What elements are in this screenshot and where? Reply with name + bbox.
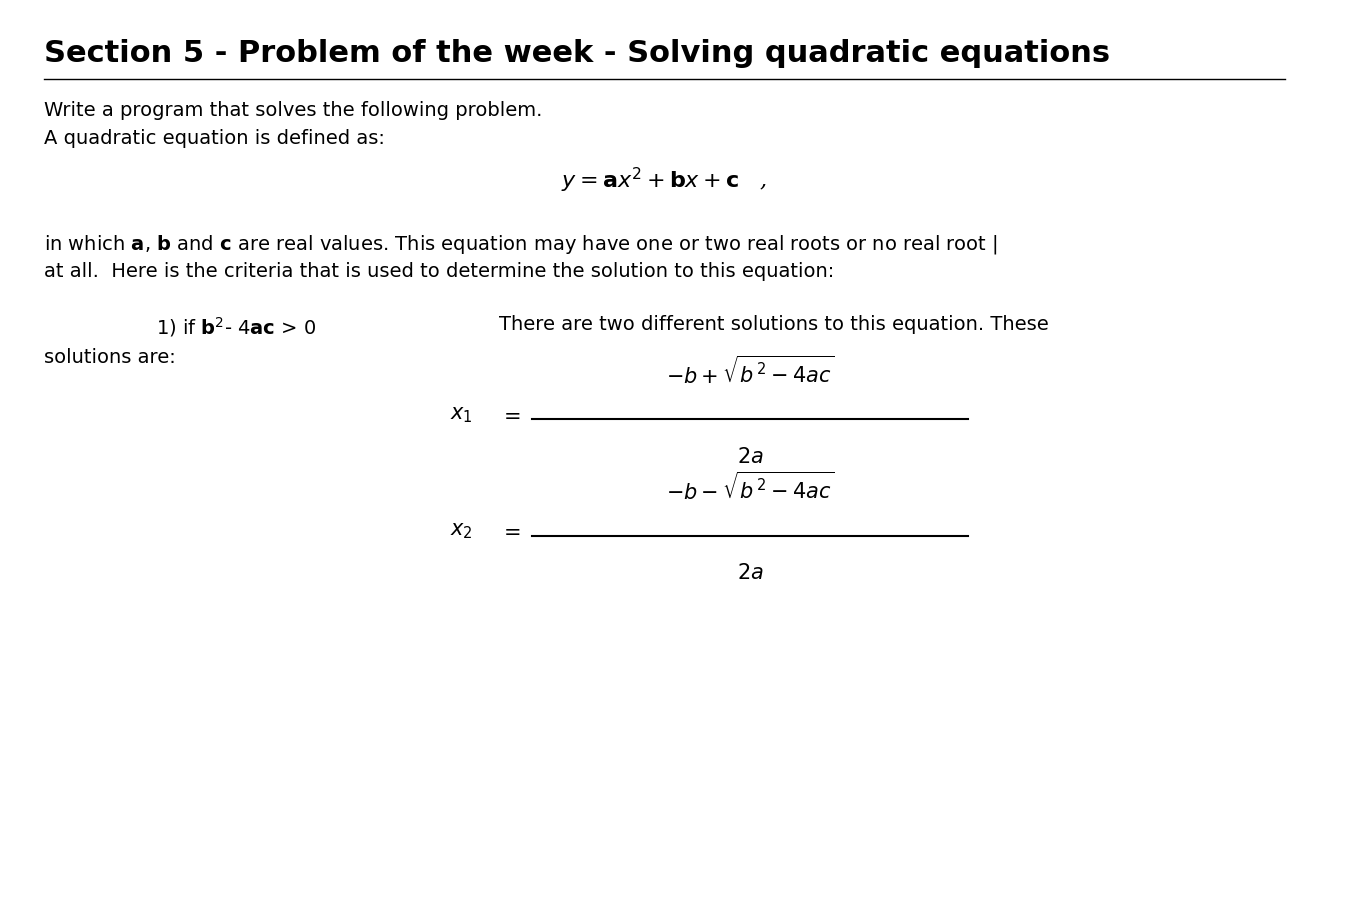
Text: at all.  Here is the criteria that is used to determine the solution to this equ: at all. Here is the criteria that is use… [44,262,834,282]
Text: $2a$: $2a$ [737,447,763,467]
Text: There are two different solutions to this equation. These: There are two different solutions to thi… [499,315,1048,334]
Text: $=$: $=$ [499,521,521,541]
Text: in which $\mathbf{a}$, $\mathbf{b}$ and $\mathbf{c}$ are real values. This equat: in which $\mathbf{a}$, $\mathbf{b}$ and … [44,233,998,256]
Text: 1) if $\mathbf{b}^2$- 4$\mathbf{ac}$ > 0: 1) if $\mathbf{b}^2$- 4$\mathbf{ac}$ > 0 [156,315,316,338]
Text: $=$: $=$ [499,405,521,425]
Text: Section 5 - Problem of the week - Solving quadratic equations: Section 5 - Problem of the week - Solvin… [44,39,1110,68]
Text: $-b + \sqrt{b^{\,2} - 4ac}$: $-b + \sqrt{b^{\,2} - 4ac}$ [666,356,834,388]
Text: $x_2$: $x_2$ [450,522,473,541]
Text: $-b - \sqrt{b^{\,2} - 4ac}$: $-b - \sqrt{b^{\,2} - 4ac}$ [666,471,834,504]
Text: $y = \mathbf{a}x^2 + \mathbf{b}x + \mathbf{c}$   ,: $y = \mathbf{a}x^2 + \mathbf{b}x + \math… [560,166,767,195]
Text: $2a$: $2a$ [737,563,763,583]
Text: A quadratic equation is defined as:: A quadratic equation is defined as: [44,128,384,148]
Text: Write a program that solves the following problem.: Write a program that solves the followin… [44,102,543,120]
Text: $x_1$: $x_1$ [450,405,473,425]
Text: solutions are:: solutions are: [44,348,175,367]
